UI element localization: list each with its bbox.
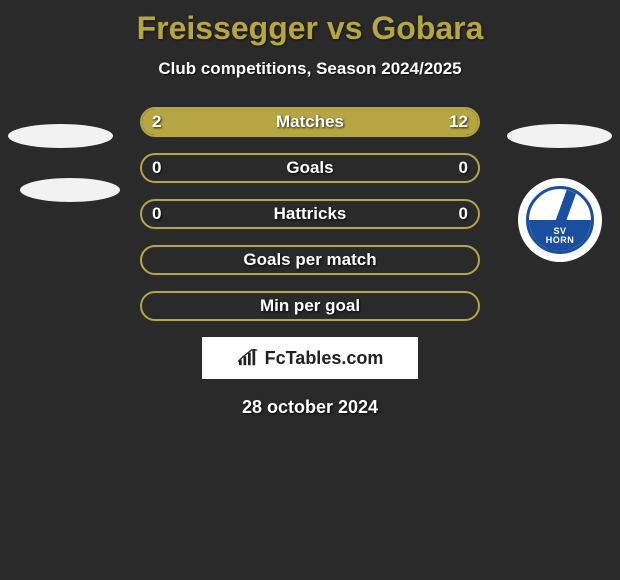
stat-label: Hattricks	[142, 201, 478, 227]
club-badge-text: SVHORN	[529, 227, 591, 245]
stat-label: Matches	[142, 109, 478, 135]
stats-bars: 212Matches 00Goals 00Hattricks Goals per ma…	[140, 107, 480, 321]
page-subtitle: Club competitions, Season 2024/2025	[0, 59, 620, 79]
player-left-shape-2	[20, 178, 120, 202]
club-badge-right: SVHORN	[518, 178, 602, 262]
date-label: 28 october 2024	[0, 397, 620, 418]
stat-row: 212Matches	[140, 107, 480, 137]
stat-row: Goals per match	[140, 245, 480, 275]
stat-label: Min per goal	[142, 293, 478, 319]
player-left-shape-1	[8, 124, 113, 148]
stat-row: 00Goals	[140, 153, 480, 183]
stat-row: 00Hattricks	[140, 199, 480, 229]
stat-label: Goals per match	[142, 247, 478, 273]
watermark-text: FcTables.com	[265, 348, 384, 369]
player-right-shape-1	[507, 124, 612, 148]
club-badge-inner: SVHORN	[526, 186, 594, 254]
watermark: FcTables.com	[202, 337, 418, 379]
chart-icon	[237, 349, 259, 367]
stat-label: Goals	[142, 155, 478, 181]
page-title: Freissegger vs Gobara	[0, 10, 620, 47]
stat-row: Min per goal	[140, 291, 480, 321]
